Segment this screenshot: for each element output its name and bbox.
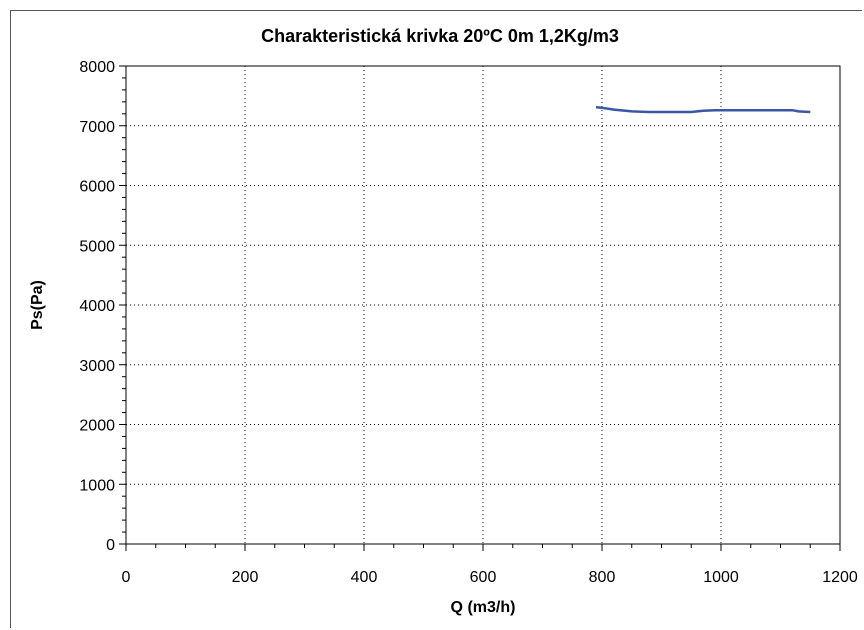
series-line bbox=[595, 105, 811, 114]
x-tick-label: 1000 bbox=[703, 569, 739, 586]
x-axis-label: Q (m3/h) bbox=[451, 599, 516, 616]
y-tick-label: 1000 bbox=[79, 477, 115, 494]
chart-title: Charakteristická krivka 20ºC 0m 1,2Kg/m3 bbox=[261, 26, 619, 46]
y-tick-label: 5000 bbox=[79, 238, 115, 255]
x-tick-label: 600 bbox=[470, 569, 497, 586]
y-tick-label: 4000 bbox=[79, 298, 115, 315]
y-tick-label: 2000 bbox=[79, 418, 115, 435]
y-tick-label: 6000 bbox=[79, 179, 115, 196]
x-tick-label: 0 bbox=[122, 569, 131, 586]
y-tick-label: 0 bbox=[106, 537, 115, 554]
x-tick-label: 400 bbox=[351, 569, 378, 586]
y-tick-label: 8000 bbox=[79, 59, 115, 76]
y-tick-label: 3000 bbox=[79, 358, 115, 375]
grid bbox=[126, 66, 840, 544]
x-tick-label: 200 bbox=[232, 569, 259, 586]
ticks bbox=[119, 65, 841, 551]
tick-labels: 0 200 400 600 800 1000 1200 0 1000 2000 3000 4000 50… bbox=[79, 59, 857, 586]
chart-frame bbox=[10, 10, 862, 628]
y-tick-label: 7000 bbox=[79, 119, 115, 136]
series-layer bbox=[595, 105, 811, 114]
x-tick-label: 800 bbox=[589, 569, 616, 586]
y-axis-label: Ps(Pa) bbox=[29, 280, 46, 330]
x-tick-label: 1200 bbox=[822, 569, 858, 586]
